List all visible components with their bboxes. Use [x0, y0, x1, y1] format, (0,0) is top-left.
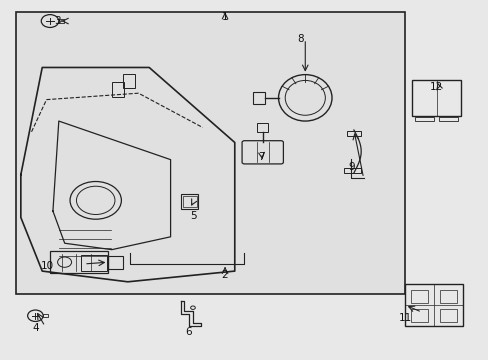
Bar — [344, 168, 361, 173]
Bar — [257, 123, 267, 132]
Text: 1: 1 — [221, 13, 228, 22]
Bar — [16, 12, 404, 294]
Text: 9: 9 — [347, 162, 354, 172]
Bar — [112, 82, 124, 97]
Bar — [410, 309, 427, 322]
Bar — [404, 284, 462, 327]
Bar — [410, 290, 427, 303]
Text: 12: 12 — [429, 82, 442, 92]
Bar — [438, 117, 458, 121]
Text: 6: 6 — [185, 327, 191, 337]
Bar — [183, 196, 196, 207]
Bar — [439, 290, 457, 303]
Text: 3: 3 — [54, 16, 61, 26]
Bar — [43, 314, 48, 318]
Text: 10: 10 — [41, 261, 54, 271]
Bar — [252, 92, 264, 104]
Bar — [181, 194, 198, 208]
Bar — [50, 251, 108, 273]
Text: 7: 7 — [258, 152, 264, 162]
Bar — [439, 309, 457, 322]
Bar — [411, 80, 460, 116]
Text: 4: 4 — [32, 323, 39, 333]
Text: 8: 8 — [297, 34, 303, 44]
Bar — [59, 19, 64, 23]
Bar — [346, 131, 361, 136]
Text: 5: 5 — [190, 211, 196, 221]
Bar — [108, 256, 122, 269]
Text: 2: 2 — [221, 270, 228, 280]
Text: 11: 11 — [398, 312, 411, 323]
Bar — [81, 255, 107, 271]
Bar — [122, 74, 135, 88]
Bar — [414, 117, 433, 121]
